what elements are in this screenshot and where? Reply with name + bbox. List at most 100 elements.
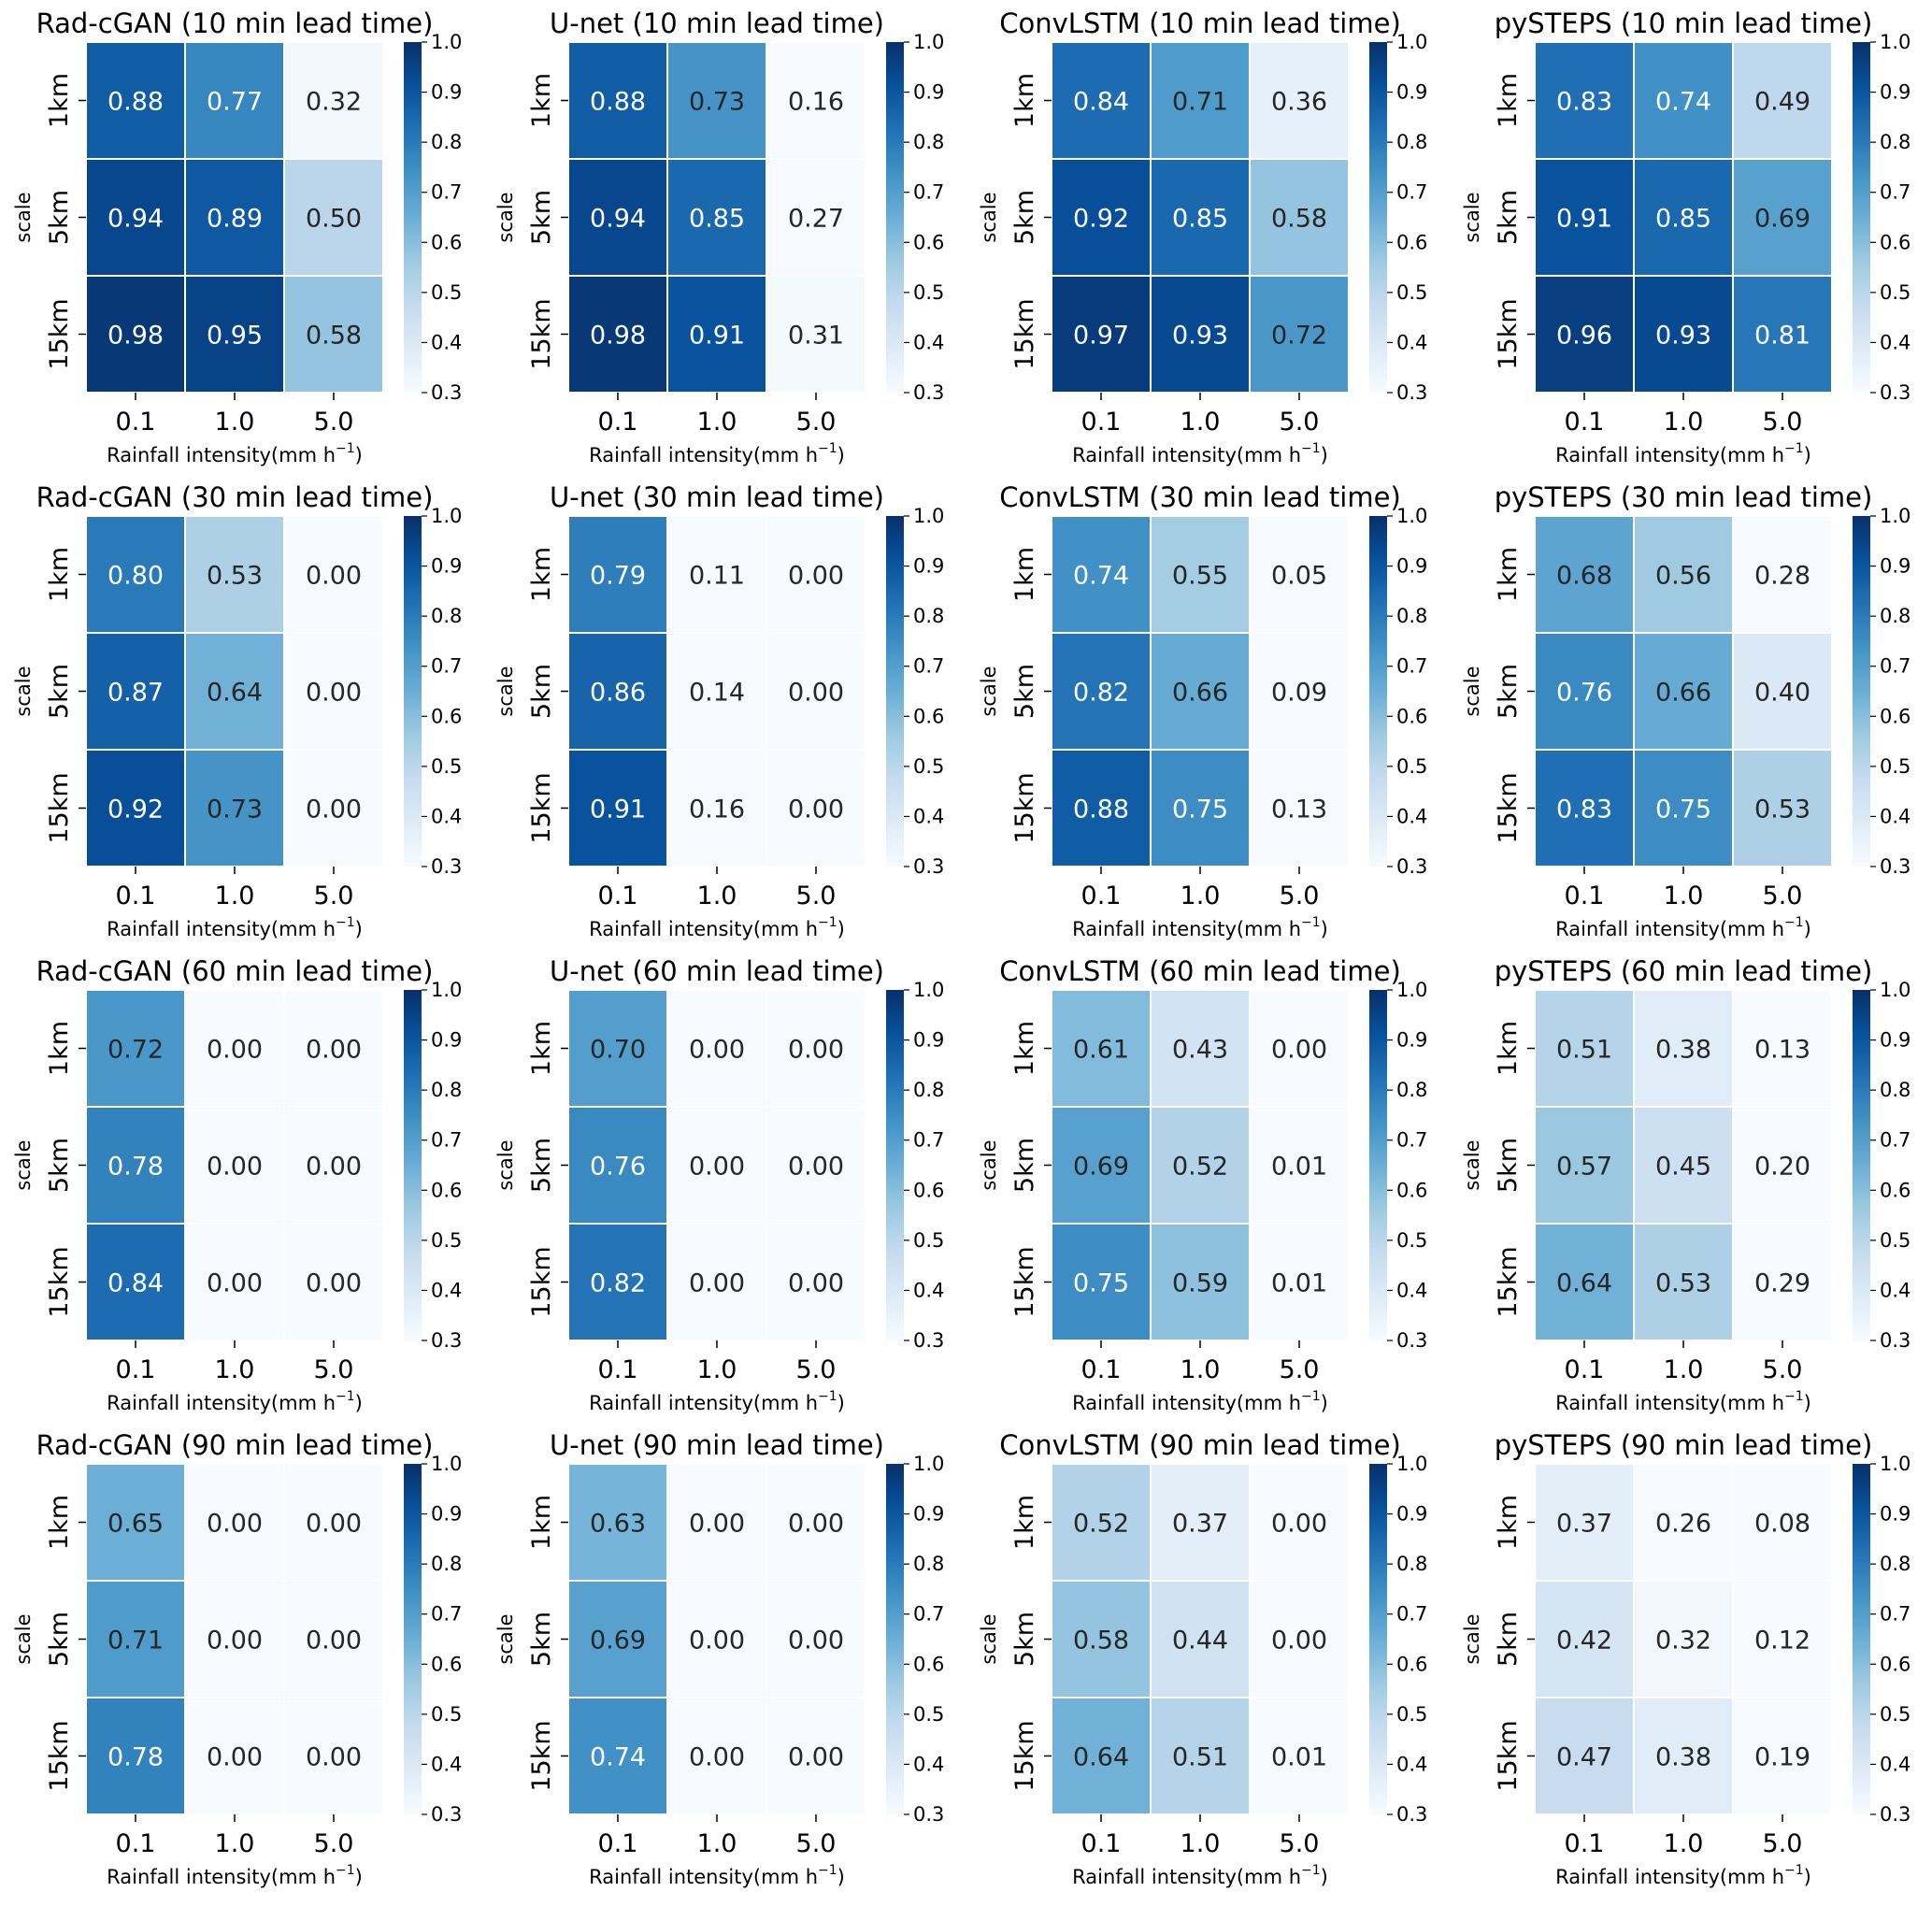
colorbar-tick-label: 0.8 (1880, 1079, 1911, 1101)
cell-value-label: 0.47 (1556, 1743, 1612, 1772)
y-tick-label: 5km (1494, 1138, 1523, 1193)
x-axis-label-exponent: −1 (336, 1389, 355, 1404)
heatmap-cell (766, 1697, 866, 1815)
colorbar-tick-label: 1.0 (431, 979, 462, 1001)
y-tick-label: 5km (1494, 190, 1523, 245)
x-axis-label-main: Rainfall intensity(mm h (1555, 444, 1784, 466)
x-axis-label-close: ) (1804, 444, 1811, 466)
cell-value-label: 0.28 (1754, 562, 1810, 591)
colorbar (1369, 990, 1387, 1340)
colorbar-tick-label: 1.0 (1880, 1453, 1911, 1475)
x-tick-label: 1.0 (215, 1829, 255, 1858)
heatmap-cell (1732, 158, 1833, 277)
x-axis-label: Rainfall intensity(mm h−1) (1072, 915, 1328, 940)
heatmap-cell (1633, 1697, 1734, 1815)
cell-value-label: 0.00 (689, 1036, 745, 1065)
heatmap-cell (666, 1580, 767, 1698)
cell-value-label: 0.94 (590, 205, 646, 234)
colorbar-tick-label: 1.0 (913, 979, 944, 1001)
x-axis-label-main: Rainfall intensity(mm h (1555, 1392, 1784, 1414)
x-axis-label-main: Rainfall intensity(mm h (107, 918, 336, 940)
x-axis-label-close: ) (355, 1866, 363, 1888)
heatmap-cell (1051, 275, 1152, 394)
panel-title: Rad-cGAN (90 min lead time) (36, 1429, 434, 1461)
colorbar-tick-label: 0.4 (1880, 805, 1911, 827)
colorbar-tick-label: 0.4 (913, 1753, 944, 1775)
colorbar-tick-label: 0.4 (1396, 805, 1427, 827)
colorbar (1853, 516, 1870, 867)
cell-value-label: 0.00 (788, 1743, 844, 1772)
cell-value-label: 0.51 (1172, 1743, 1228, 1772)
cell-value-label: 0.84 (107, 1269, 164, 1298)
heatmap-cell (1249, 158, 1350, 277)
colorbar-tick-label: 0.3 (913, 1803, 944, 1826)
colorbar-tick-label: 0.4 (913, 805, 944, 827)
colorbar-tick-label: 0.7 (1396, 655, 1427, 678)
cell-value-label: 0.40 (1754, 679, 1810, 708)
y-tick-label: 5km (527, 1138, 556, 1193)
colorbar-tick-label: 1.0 (1880, 979, 1911, 1001)
x-axis-label: Rainfall intensity(mm h−1) (107, 915, 363, 940)
cell-value-label: 0.97 (1073, 322, 1129, 351)
x-tick-label: 0.1 (116, 1829, 156, 1858)
y-tick-label: 15km (1494, 298, 1523, 369)
colorbar-tick-label: 0.7 (431, 655, 462, 678)
colorbar-tick-label: 0.4 (431, 1279, 462, 1301)
colorbar-tick-label: 0.3 (913, 855, 944, 878)
heatmap-cell (184, 1697, 285, 1815)
heatmap-cell (1633, 1580, 1734, 1698)
y-tick-label: 15km (1494, 772, 1523, 843)
heatmap-cell (283, 1697, 384, 1815)
heatmap-cell (1150, 515, 1251, 634)
heatmap-cell (85, 1106, 186, 1225)
heatmap-panel: U-net (60 min lead time) 0.70 0.00 0.00 0.76… (494, 955, 944, 1414)
cell-value-label: 0.08 (1754, 1510, 1810, 1539)
heatmap-cell (1633, 275, 1734, 394)
x-tick-label: 0.1 (598, 408, 638, 437)
x-axis-label-main: Rainfall intensity(mm h (107, 1866, 336, 1888)
colorbar-tick-label: 0.5 (913, 1703, 944, 1726)
cell-value-label: 0.86 (590, 679, 646, 708)
colorbar-tick-label: 0.5 (431, 1703, 462, 1726)
colorbar-tick-label: 1.0 (1396, 505, 1427, 527)
x-tick-label: 0.1 (116, 881, 156, 910)
heatmap-cell (1249, 1580, 1350, 1698)
colorbar-tick-label: 0.4 (913, 331, 944, 353)
colorbar (1853, 42, 1870, 393)
heatmap-cell (666, 1106, 767, 1225)
colorbar-tick-label: 0.9 (1396, 1503, 1427, 1526)
heatmap-panel: pySTEPS (90 min lead time) 0.37 0.26 0.08 0.… (1461, 1429, 1911, 1888)
heatmap-cell (1534, 515, 1635, 634)
cell-value-label: 0.00 (207, 1153, 263, 1182)
cell-value-label: 0.00 (306, 1627, 362, 1655)
y-axis-label: scale (1461, 1613, 1483, 1664)
panel-title: ConvLSTM (30 min lead time) (999, 481, 1401, 513)
cell-value-label: 0.11 (689, 562, 745, 591)
cell-value-label: 0.01 (1271, 1269, 1327, 1298)
x-tick-label: 5.0 (796, 1829, 837, 1858)
panel-title: Rad-cGAN (10 min lead time) (36, 7, 434, 39)
y-tick-label: 1km (45, 1021, 74, 1076)
cell-value-label: 0.81 (1754, 322, 1810, 351)
cell-value-label: 0.16 (689, 795, 745, 824)
cell-value-label: 0.91 (689, 322, 745, 351)
x-tick-label: 5.0 (796, 1355, 837, 1384)
colorbar-tick-label: 0.5 (1880, 1229, 1911, 1252)
cell-value-label: 0.32 (1655, 1627, 1711, 1655)
colorbar-tick-label: 0.7 (913, 1603, 944, 1626)
x-tick-label: 5.0 (1280, 408, 1320, 437)
colorbar (886, 516, 904, 867)
heatmap-cell (283, 515, 384, 634)
heatmap-cell (283, 158, 384, 277)
colorbar-tick-label: 0.3 (431, 1803, 462, 1826)
heatmap-cell (283, 632, 384, 751)
cell-value-label: 0.70 (590, 1036, 646, 1065)
cell-value-label: 0.64 (207, 679, 263, 708)
heatmap-cell (85, 989, 186, 1108)
cell-value-label: 0.80 (107, 562, 164, 591)
x-tick-label: 1.0 (697, 1355, 737, 1384)
x-axis-label-close: ) (837, 444, 845, 466)
colorbar-tick-label: 0.4 (1396, 331, 1427, 353)
colorbar-tick-label: 0.7 (1396, 1129, 1427, 1152)
heatmap-cell (1150, 41, 1251, 160)
